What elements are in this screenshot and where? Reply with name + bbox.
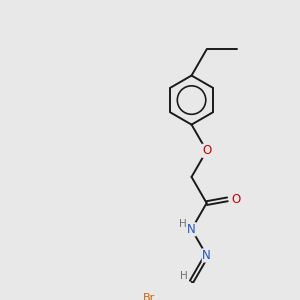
Text: N: N (202, 249, 211, 262)
Text: N: N (187, 223, 196, 236)
Text: H: H (179, 219, 187, 229)
Text: Br: Br (143, 293, 155, 300)
Text: O: O (202, 144, 211, 157)
Text: O: O (231, 193, 240, 206)
Text: H: H (180, 271, 188, 281)
